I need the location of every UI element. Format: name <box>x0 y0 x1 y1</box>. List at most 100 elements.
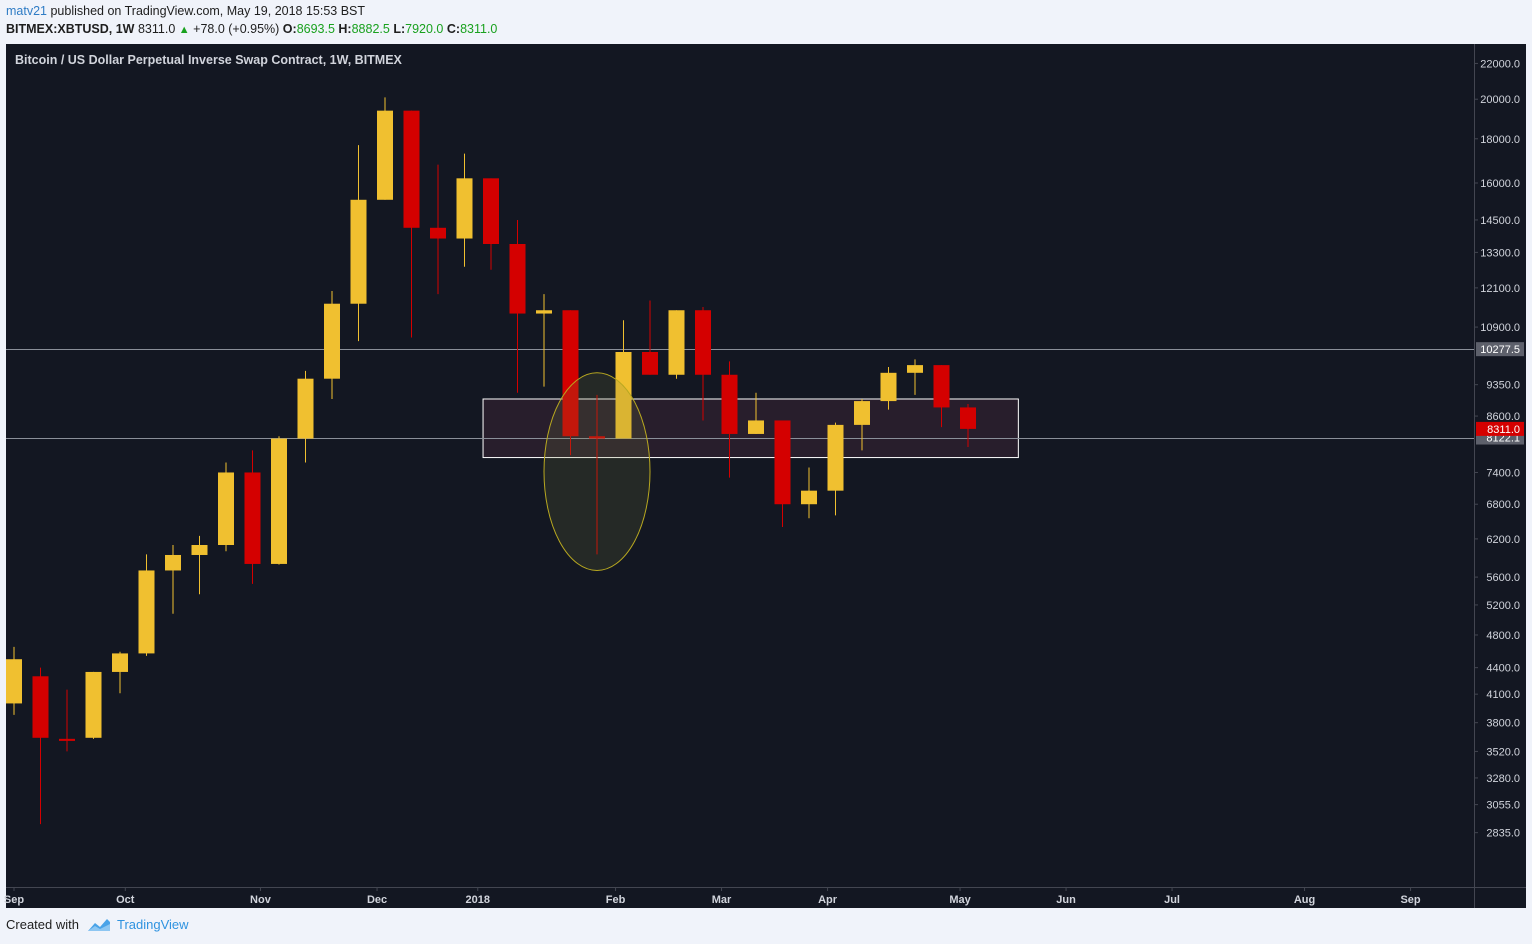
y-tick-label-12: 6200.0 <box>1486 534 1520 546</box>
y-tick-label-22: 2835.0 <box>1486 828 1520 840</box>
y-tick-label-0: 22000.0 <box>1480 58 1520 70</box>
close-label: C: <box>446 22 461 36</box>
y-tick-label-7: 10900.0 <box>1480 322 1520 334</box>
high-label: H: <box>338 22 352 36</box>
y-tick-label-3: 16000.0 <box>1480 178 1520 190</box>
y-tick-label-1: 20000.0 <box>1480 94 1520 106</box>
x-tick-label-6: Mar <box>712 894 732 906</box>
chart-title: Bitcoin / US Dollar Perpetual Inverse Sw… <box>15 53 403 67</box>
candle-body-27 <box>721 374 738 434</box>
candle-body-6 <box>165 554 181 571</box>
candle-body-12 <box>324 303 340 379</box>
candle-body-26 <box>695 310 711 375</box>
x-tick-label-8: May <box>949 894 971 906</box>
last-price-label-bg <box>1476 421 1524 436</box>
candle-body-7 <box>191 545 208 555</box>
y-tick-label-15: 4800.0 <box>1486 630 1520 642</box>
y-tick-label-21: 3055.0 <box>1486 800 1520 812</box>
candle-body-30 <box>801 490 817 505</box>
y-tick-label-16: 4400.0 <box>1486 663 1520 675</box>
candle-body-20 <box>536 310 552 314</box>
open-value: 8693.5 <box>296 22 335 36</box>
created-with-text: Created with <box>6 917 79 932</box>
tradingview-logo-icon <box>87 918 111 932</box>
candle-body-34 <box>907 365 923 373</box>
chart-background <box>6 44 1474 887</box>
high-value: 8882.5 <box>351 22 390 36</box>
candle-body-22 <box>589 436 605 439</box>
y-tick-label-9: 8600.0 <box>1486 411 1520 423</box>
candle-body-35 <box>933 365 950 408</box>
y-tick-label-10: 7400.0 <box>1486 467 1520 479</box>
symbol-label: BITMEX:XBTUSD, 1W <box>6 22 135 36</box>
y-tick-label-20: 3280.0 <box>1486 773 1520 785</box>
price-axis-background <box>1474 44 1526 887</box>
candle-body-24 <box>642 352 658 375</box>
hline-price-label-0: 10277.5 <box>1480 344 1520 356</box>
low-value: 7920.0 <box>405 22 444 36</box>
candle-body-2 <box>59 738 75 741</box>
candle-body-21 <box>562 310 579 437</box>
wick-highlight-ellipse[interactable] <box>543 372 651 571</box>
candle-body-23 <box>615 352 632 439</box>
candle-body-28 <box>748 420 764 434</box>
last-price: 8311.0 <box>137 22 176 36</box>
candle-body-8 <box>218 472 234 546</box>
candle-body-13 <box>350 199 367 304</box>
candle-body-17 <box>456 178 473 239</box>
candle-body-16 <box>430 227 446 239</box>
time-axis-background <box>6 887 1526 908</box>
candle-body-4 <box>112 653 128 672</box>
x-tick-label-4: 2018 <box>466 894 490 906</box>
y-tick-label-19: 3520.0 <box>1486 746 1520 758</box>
candle-body-19 <box>509 244 526 314</box>
x-tick-label-7: Apr <box>818 894 838 906</box>
publish-info: matv21 published on TradingView.com, May… <box>6 4 365 18</box>
published-text: published on TradingView.com, May 19, 20… <box>50 4 366 18</box>
symbol-info: BITMEX:XBTUSD, 1W 8311.0 ▲ +78.0 (+0.95%… <box>6 22 497 36</box>
candle-body-5 <box>138 570 155 654</box>
y-tick-label-4: 14500.0 <box>1480 215 1520 227</box>
y-tick-label-2: 18000.0 <box>1480 134 1520 146</box>
y-tick-label-6: 12100.0 <box>1480 283 1520 295</box>
x-tick-label-3: Dec <box>367 894 387 906</box>
candle-body-15 <box>403 110 420 228</box>
y-tick-label-8: 9350.0 <box>1486 380 1520 392</box>
candle-body-18 <box>483 178 499 245</box>
candle-body-36 <box>960 407 976 429</box>
footer: Created with TradingView <box>6 917 189 932</box>
x-tick-label-9: Jun <box>1056 894 1076 906</box>
candle-body-10 <box>271 438 287 564</box>
author-link[interactable]: matv21 <box>6 4 47 18</box>
low-label: L: <box>393 22 406 36</box>
candle-body-29 <box>774 420 791 505</box>
x-tick-label-10: Jul <box>1164 894 1180 906</box>
open-label: O: <box>282 22 297 36</box>
y-tick-label-18: 3800.0 <box>1486 718 1520 730</box>
x-tick-label-5: Feb <box>606 894 626 906</box>
candle-body-9 <box>244 472 261 564</box>
change-text: +78.0 (+0.95%) <box>193 22 280 36</box>
hline-price-label-bg-0 <box>1476 342 1524 357</box>
candle-body-14 <box>377 110 393 200</box>
y-tick-label-17: 4100.0 <box>1486 689 1520 701</box>
tradingview-link[interactable]: TradingView <box>116 917 189 932</box>
candle-body-33 <box>880 372 897 402</box>
candle-body-0 <box>6 659 22 704</box>
up-arrow-icon: ▲ <box>178 24 190 36</box>
x-tick-label-1: Oct <box>116 894 135 906</box>
x-tick-label-12: Sep <box>1400 894 1420 906</box>
candle-body-25 <box>668 310 685 375</box>
candle-body-32 <box>854 401 870 425</box>
y-tick-label-5: 13300.0 <box>1480 247 1520 259</box>
x-tick-label-2: Nov <box>250 894 272 906</box>
candle-body-1 <box>32 676 49 738</box>
candle-body-11 <box>297 378 314 439</box>
x-tick-label-0: Sep <box>4 894 24 906</box>
y-tick-label-11: 6800.0 <box>1486 499 1520 511</box>
candle-body-31 <box>827 424 844 491</box>
last-price-label: 8311.0 <box>1487 424 1520 436</box>
candle-body-3 <box>85 671 102 738</box>
close-value: 8311.0 <box>460 22 498 36</box>
